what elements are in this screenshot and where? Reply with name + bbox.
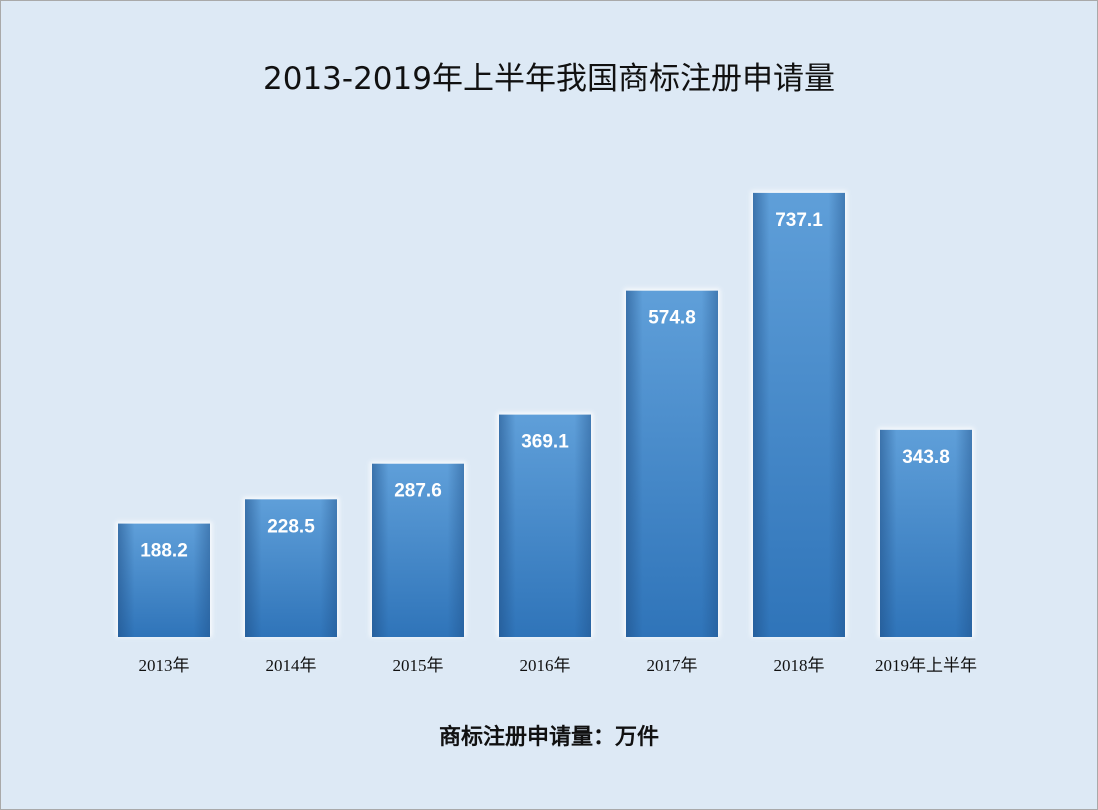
data-label: 737.1	[775, 210, 823, 231]
x-tick-label: 2018年	[774, 656, 825, 675]
data-label: 574.8	[648, 308, 696, 329]
data-label: 343.8	[902, 447, 950, 468]
bar-shade	[880, 429, 972, 637]
x-tick-label: 2016年	[520, 656, 571, 675]
data-label: 287.6	[394, 481, 442, 502]
bar-shade	[372, 463, 464, 637]
x-tick-label: 2019年上半年	[875, 656, 977, 675]
x-tick-label: 2013年	[139, 656, 190, 675]
bar-shade	[626, 290, 718, 637]
data-label: 369.1	[521, 432, 569, 453]
unit-note: 商标注册申请量：万件	[438, 725, 659, 750]
bar-shade	[499, 414, 591, 637]
bar-shade	[753, 192, 845, 637]
x-tick-label: 2017年	[647, 656, 698, 675]
bar-shade	[118, 523, 210, 637]
bar-shade	[245, 499, 337, 637]
chart-title: 2013-2019年上半年我国商标注册申请量	[263, 61, 835, 97]
data-label: 228.5	[267, 516, 315, 537]
data-label: 188.2	[140, 541, 188, 562]
x-tick-label: 2015年	[393, 656, 444, 675]
x-tick-label: 2014年	[266, 656, 317, 675]
